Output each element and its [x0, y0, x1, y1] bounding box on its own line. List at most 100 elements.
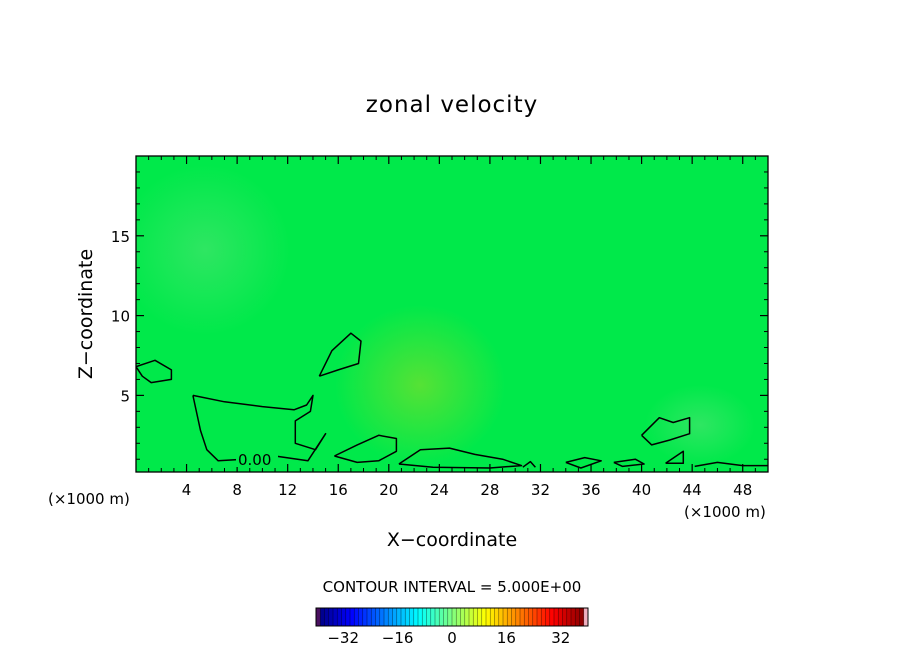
colorbar-cell: [435, 608, 440, 626]
colorbar-cell: [524, 608, 529, 626]
y-tick-label: 10: [111, 308, 130, 326]
colorbar-cell: [469, 608, 474, 626]
x-tick-label: 44: [683, 481, 702, 499]
colorbar-cell: [413, 608, 419, 626]
contour-label: 0.00: [238, 451, 271, 469]
colorbar-cell: [341, 608, 347, 626]
colorbar-cell: [549, 608, 555, 626]
colorbar-tick-label: 32: [551, 629, 570, 647]
colorbar-tick-label: −32: [327, 629, 359, 647]
colorbar-cell: [511, 608, 517, 626]
zero-contour-line: [522, 460, 536, 468]
x-unit-right: (×1000 m): [684, 503, 766, 521]
x-tick-label: 24: [430, 481, 449, 499]
colorbar-cell: [579, 608, 585, 626]
colorbar-cell: [418, 608, 423, 626]
colorbar-cell: [537, 608, 542, 626]
zero-contour-line: [192, 394, 327, 462]
colorbar-cell: [494, 608, 500, 626]
zero-contour-line: [641, 416, 691, 446]
zero-contour-line: [334, 434, 398, 464]
x-unit-left: (×1000 m): [48, 490, 130, 508]
zero-contour-line: [665, 450, 685, 464]
colorbar-cell: [354, 608, 359, 626]
colorbar-cell: [392, 608, 398, 626]
y-tick-label: 5: [120, 387, 130, 405]
zero-contour-line: [136, 359, 173, 384]
x-tick-label: 16: [329, 481, 348, 499]
colorbar-cell: [316, 608, 321, 626]
field-patch-right: [645, 385, 755, 465]
colorbar-cell: [528, 608, 534, 626]
colorbar-cell: [384, 608, 389, 626]
colorbar-cell: [333, 608, 338, 626]
y-tick-label: 15: [111, 228, 130, 246]
x-tick-label: 40: [632, 481, 651, 499]
colorbar-cell: [422, 608, 427, 626]
colorbar-cell: [371, 608, 376, 626]
colorbar-cell: [452, 608, 457, 626]
colorbar-cell: [379, 608, 385, 626]
x-tick-label: 48: [733, 481, 752, 499]
colorbar-cell: [367, 608, 372, 626]
field-patch-center: [335, 305, 505, 465]
colorbar-cell: [566, 608, 572, 626]
x-tick-label: 8: [232, 481, 242, 499]
colorbar-cell: [358, 608, 364, 626]
x-axis-label: X−coordinate: [387, 529, 517, 551]
zero-contour-line: [318, 332, 362, 377]
colorbar-cell: [554, 608, 559, 626]
colorbar-tick-label: −16: [382, 629, 414, 647]
colorbar-cell: [532, 608, 538, 626]
colorbar-cell: [460, 608, 466, 626]
colorbar-cell: [337, 608, 342, 626]
colorbar-cell: [515, 608, 521, 626]
contour-interval-text: CONTOUR INTERVAL = 5.000E+00: [323, 578, 582, 596]
x-tick-label: 4: [182, 481, 192, 499]
colorbar-cell: [328, 608, 334, 626]
colorbar-cell: [430, 608, 436, 626]
colorbar-cell: [375, 608, 381, 626]
chart-title: zonal velocity: [366, 92, 538, 118]
plot-area: [136, 156, 768, 472]
colorbar-cell: [558, 608, 563, 626]
zero-contour-line: [398, 447, 523, 469]
colorbar-cell: [503, 608, 508, 626]
colorbar-cell: [324, 608, 330, 626]
colorbar-cell: [562, 608, 568, 626]
colorbar-cell: [362, 608, 368, 626]
colorbar-cell: [545, 608, 551, 626]
colorbar-cell: [490, 608, 495, 626]
colorbar-cell: [439, 608, 444, 626]
colorbar-cell: [405, 608, 410, 626]
colorbar-cell: [507, 608, 512, 626]
colorbar-cell: [350, 608, 355, 626]
colorbar-cell: [320, 608, 325, 626]
colorbar: −32 −16 0 16 32: [315, 607, 589, 647]
x-tick-label: 12: [278, 481, 297, 499]
colorbar-cell: [456, 608, 461, 626]
colorbar-cell: [409, 608, 415, 626]
colorbar-tick-label: 16: [497, 629, 516, 647]
zero-contour-line: [694, 461, 768, 468]
field-patch-upper-left: [136, 165, 290, 335]
colorbar-cell: [396, 608, 402, 626]
colorbar-cell: [477, 608, 483, 626]
colorbar-cell: [498, 608, 504, 626]
x-tick-label: 20: [379, 481, 398, 499]
colorbar-frame: [315, 607, 589, 627]
colorbar-cell: [575, 608, 580, 626]
colorbar-cell: [443, 608, 449, 626]
zero-contour-line: [565, 456, 602, 469]
colorbar-cell: [464, 608, 470, 626]
colorbar-tick-label: 0: [447, 629, 457, 647]
colorbar-cell: [401, 608, 406, 626]
colorbar-cell: [583, 608, 589, 626]
colorbar-cell: [520, 608, 525, 626]
colorbar-cell: [571, 608, 576, 626]
y-axis-label: Z−coordinate: [75, 249, 97, 379]
x-tick-label: 28: [480, 481, 499, 499]
colorbar-cell: [473, 608, 478, 626]
